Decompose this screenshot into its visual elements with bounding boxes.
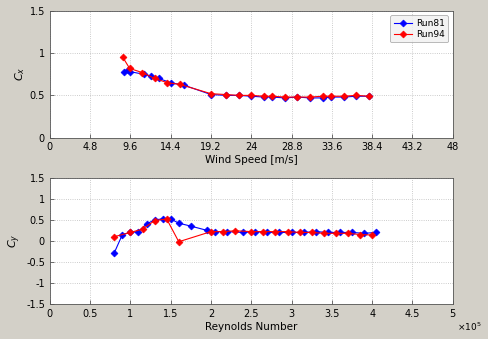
Run81: [288, 231, 294, 235]
Run81: [240, 231, 246, 235]
Run81: [148, 74, 154, 78]
Run81: [328, 95, 334, 99]
Run81: [320, 96, 325, 100]
Run94: [345, 231, 351, 235]
Run94: [177, 82, 183, 86]
Run94: [248, 93, 254, 97]
Run81: [373, 231, 379, 235]
Run81: [361, 231, 367, 235]
Run94: [232, 229, 238, 233]
Run81: [223, 93, 229, 97]
Run81: [120, 233, 125, 237]
Run94: [140, 227, 145, 231]
Run94: [111, 235, 117, 239]
Run81: [248, 94, 254, 98]
Run94: [176, 240, 182, 244]
Run94: [120, 55, 126, 59]
Run81: [325, 231, 331, 235]
Run94: [282, 95, 288, 99]
Run81: [295, 95, 301, 99]
Run81: [366, 94, 372, 98]
Legend: Run81, Run94: Run81, Run94: [390, 16, 448, 42]
Run81: [111, 251, 117, 255]
Run81: [252, 230, 258, 234]
Line: Run81: Run81: [122, 67, 371, 100]
Y-axis label: $C_x$: $C_x$: [13, 67, 27, 81]
Run94: [309, 231, 315, 235]
Run81: [143, 222, 149, 226]
Run94: [333, 231, 339, 235]
Y-axis label: $C_y$: $C_y$: [7, 234, 23, 248]
Run94: [139, 71, 145, 75]
Run81: [136, 230, 142, 234]
Run81: [127, 231, 133, 235]
Run81: [353, 94, 359, 98]
Run81: [208, 93, 214, 97]
X-axis label: Wind Speed [m/s]: Wind Speed [m/s]: [205, 155, 298, 165]
Run81: [204, 228, 210, 232]
Run81: [168, 217, 174, 221]
Run94: [357, 233, 363, 237]
Run81: [307, 96, 313, 100]
Run94: [269, 94, 275, 98]
Run81: [261, 95, 267, 99]
Run81: [127, 70, 133, 74]
Run81: [152, 218, 158, 222]
Run81: [264, 231, 270, 235]
Run81: [224, 230, 230, 234]
Run81: [341, 95, 346, 99]
Run94: [320, 94, 325, 98]
Run94: [220, 230, 226, 234]
Run94: [164, 217, 170, 221]
Run81: [269, 95, 275, 99]
Run81: [313, 230, 319, 234]
Run94: [127, 231, 133, 235]
Run94: [223, 93, 229, 97]
Run94: [208, 230, 214, 234]
Run81: [141, 72, 147, 76]
Run81: [125, 68, 131, 72]
X-axis label: Reynolds Number: Reynolds Number: [205, 322, 298, 332]
Line: Run81: Run81: [112, 217, 379, 255]
Run81: [301, 231, 306, 235]
Run81: [212, 230, 218, 234]
Run81: [181, 83, 187, 87]
Run81: [168, 81, 174, 85]
Run94: [261, 230, 266, 234]
Run94: [236, 93, 242, 97]
Run94: [307, 95, 313, 99]
Run94: [297, 231, 303, 235]
Run81: [349, 231, 355, 235]
Run81: [121, 70, 127, 74]
Line: Run94: Run94: [112, 217, 375, 244]
Run81: [156, 77, 162, 81]
Run94: [295, 95, 301, 99]
Run94: [208, 92, 214, 96]
Run94: [328, 94, 334, 98]
Run81: [337, 231, 343, 235]
Run94: [321, 231, 327, 235]
Run94: [366, 94, 372, 98]
Run81: [277, 231, 283, 235]
Run94: [272, 230, 278, 234]
Run94: [353, 93, 359, 97]
Run94: [285, 230, 290, 234]
Run94: [164, 81, 170, 85]
Run94: [152, 219, 158, 223]
Run81: [282, 96, 288, 100]
Run94: [127, 66, 133, 71]
Run81: [236, 93, 242, 97]
Run81: [176, 221, 182, 225]
Run94: [248, 230, 254, 234]
Line: Run94: Run94: [121, 55, 371, 100]
Run94: [261, 94, 267, 98]
Run94: [369, 233, 375, 237]
Text: $\times 10^5$: $\times 10^5$: [457, 321, 481, 333]
Run94: [152, 77, 158, 81]
Run81: [188, 224, 194, 228]
Run81: [160, 217, 165, 221]
Run94: [341, 94, 346, 98]
